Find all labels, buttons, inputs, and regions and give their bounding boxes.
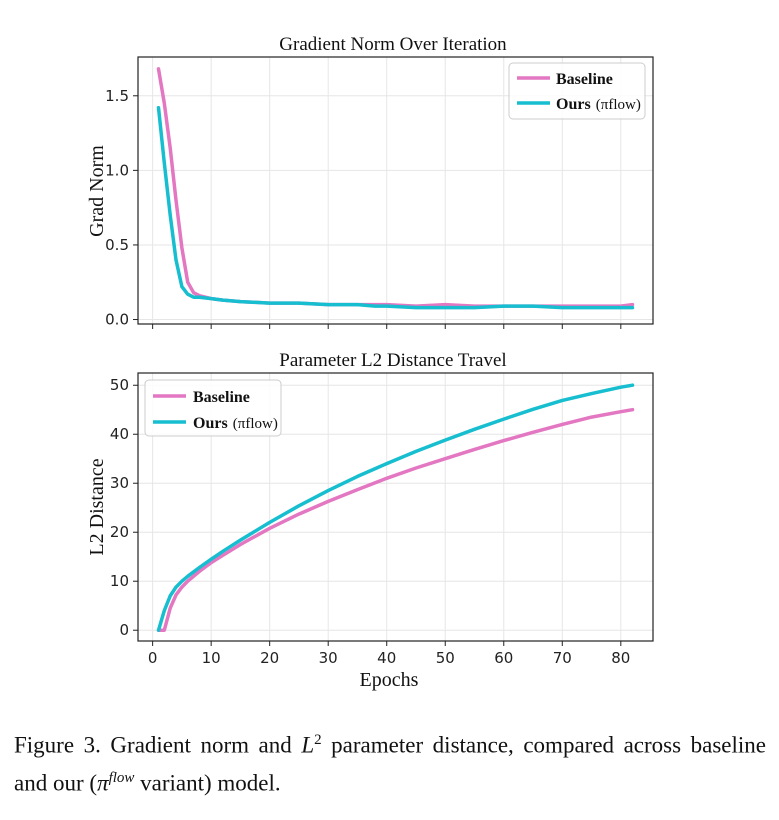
y-tick-label: 1.0 [105, 161, 129, 179]
grad-norm-x-ticks [152, 324, 622, 329]
x-tick-label: 0 [148, 649, 158, 667]
grad-norm-y-axis-label: Grad Norm [86, 145, 108, 237]
x-tick-label: 40 [377, 649, 396, 667]
x-tick-label: 10 [202, 649, 221, 667]
y-tick-label: 40 [110, 425, 129, 443]
grad-norm-subplot: Gradient Norm Over Iteration 0.0 0.5 1.0 1.… [86, 34, 654, 329]
ours-series-line [156, 105, 635, 310]
y-tick-label: 10 [110, 572, 129, 590]
grad-norm-plot-frame [137, 56, 654, 325]
x-tick-label: 20 [260, 649, 279, 667]
l2-distance-y-ticks: 0 10 20 30 40 50 [110, 376, 138, 639]
legend-ours-label: Ours (πflow) [193, 413, 278, 432]
y-tick-label: 0 [119, 621, 129, 639]
y-tick-label: 1.5 [105, 87, 129, 105]
y-tick-label: 50 [110, 376, 129, 394]
l2-distance-x-axis-label: Epochs [360, 669, 419, 691]
l2-distance-legend: Baseline Ours (πflow) [144, 379, 282, 437]
l2-distance-lines [156, 383, 635, 632]
grad-norm-legend: Baseline Ours (πflow) [508, 62, 646, 120]
l2-distance-title: Parameter L2 Distance Travel [279, 350, 506, 371]
l2-distance-plot-frame [137, 372, 654, 642]
grad-norm-lines [156, 67, 635, 310]
figure-caption: Figure 3. Gradient norm and L2 parameter… [14, 732, 766, 796]
x-tick-label: 30 [319, 649, 338, 667]
figure-canvas: Gradient Norm Over Iteration 0.0 0.5 1.0 1.… [86, 34, 654, 691]
legend-baseline-label: Baseline [193, 389, 250, 406]
l2-distance-y-axis-label: L2 Distance [86, 458, 108, 555]
x-tick-label: 50 [436, 649, 455, 667]
y-tick-label: 20 [110, 523, 129, 541]
y-tick-label: 0.5 [105, 236, 129, 254]
x-tick-label: 70 [553, 649, 572, 667]
x-tick-label: 80 [611, 649, 630, 667]
legend-ours-label: Ours (πflow) [556, 94, 641, 113]
grad-norm-title: Gradient Norm Over Iteration [279, 34, 507, 55]
l2-distance-x-ticks: 0 10 20 30 40 50 60 70 80 [148, 641, 630, 667]
l2-distance-subplot: Parameter L2 Distance Travel 0 10 20 30 40 50… [86, 350, 654, 691]
y-tick-label: 30 [110, 474, 129, 492]
y-tick-label: 0.0 [105, 311, 129, 329]
x-tick-label: 60 [494, 649, 513, 667]
legend-baseline-label: Baseline [556, 71, 613, 88]
baseline-series-line [156, 407, 635, 632]
grad-norm-y-ticks: 0.0 0.5 1.0 1.5 [105, 87, 138, 329]
ours-series-line [156, 383, 635, 632]
